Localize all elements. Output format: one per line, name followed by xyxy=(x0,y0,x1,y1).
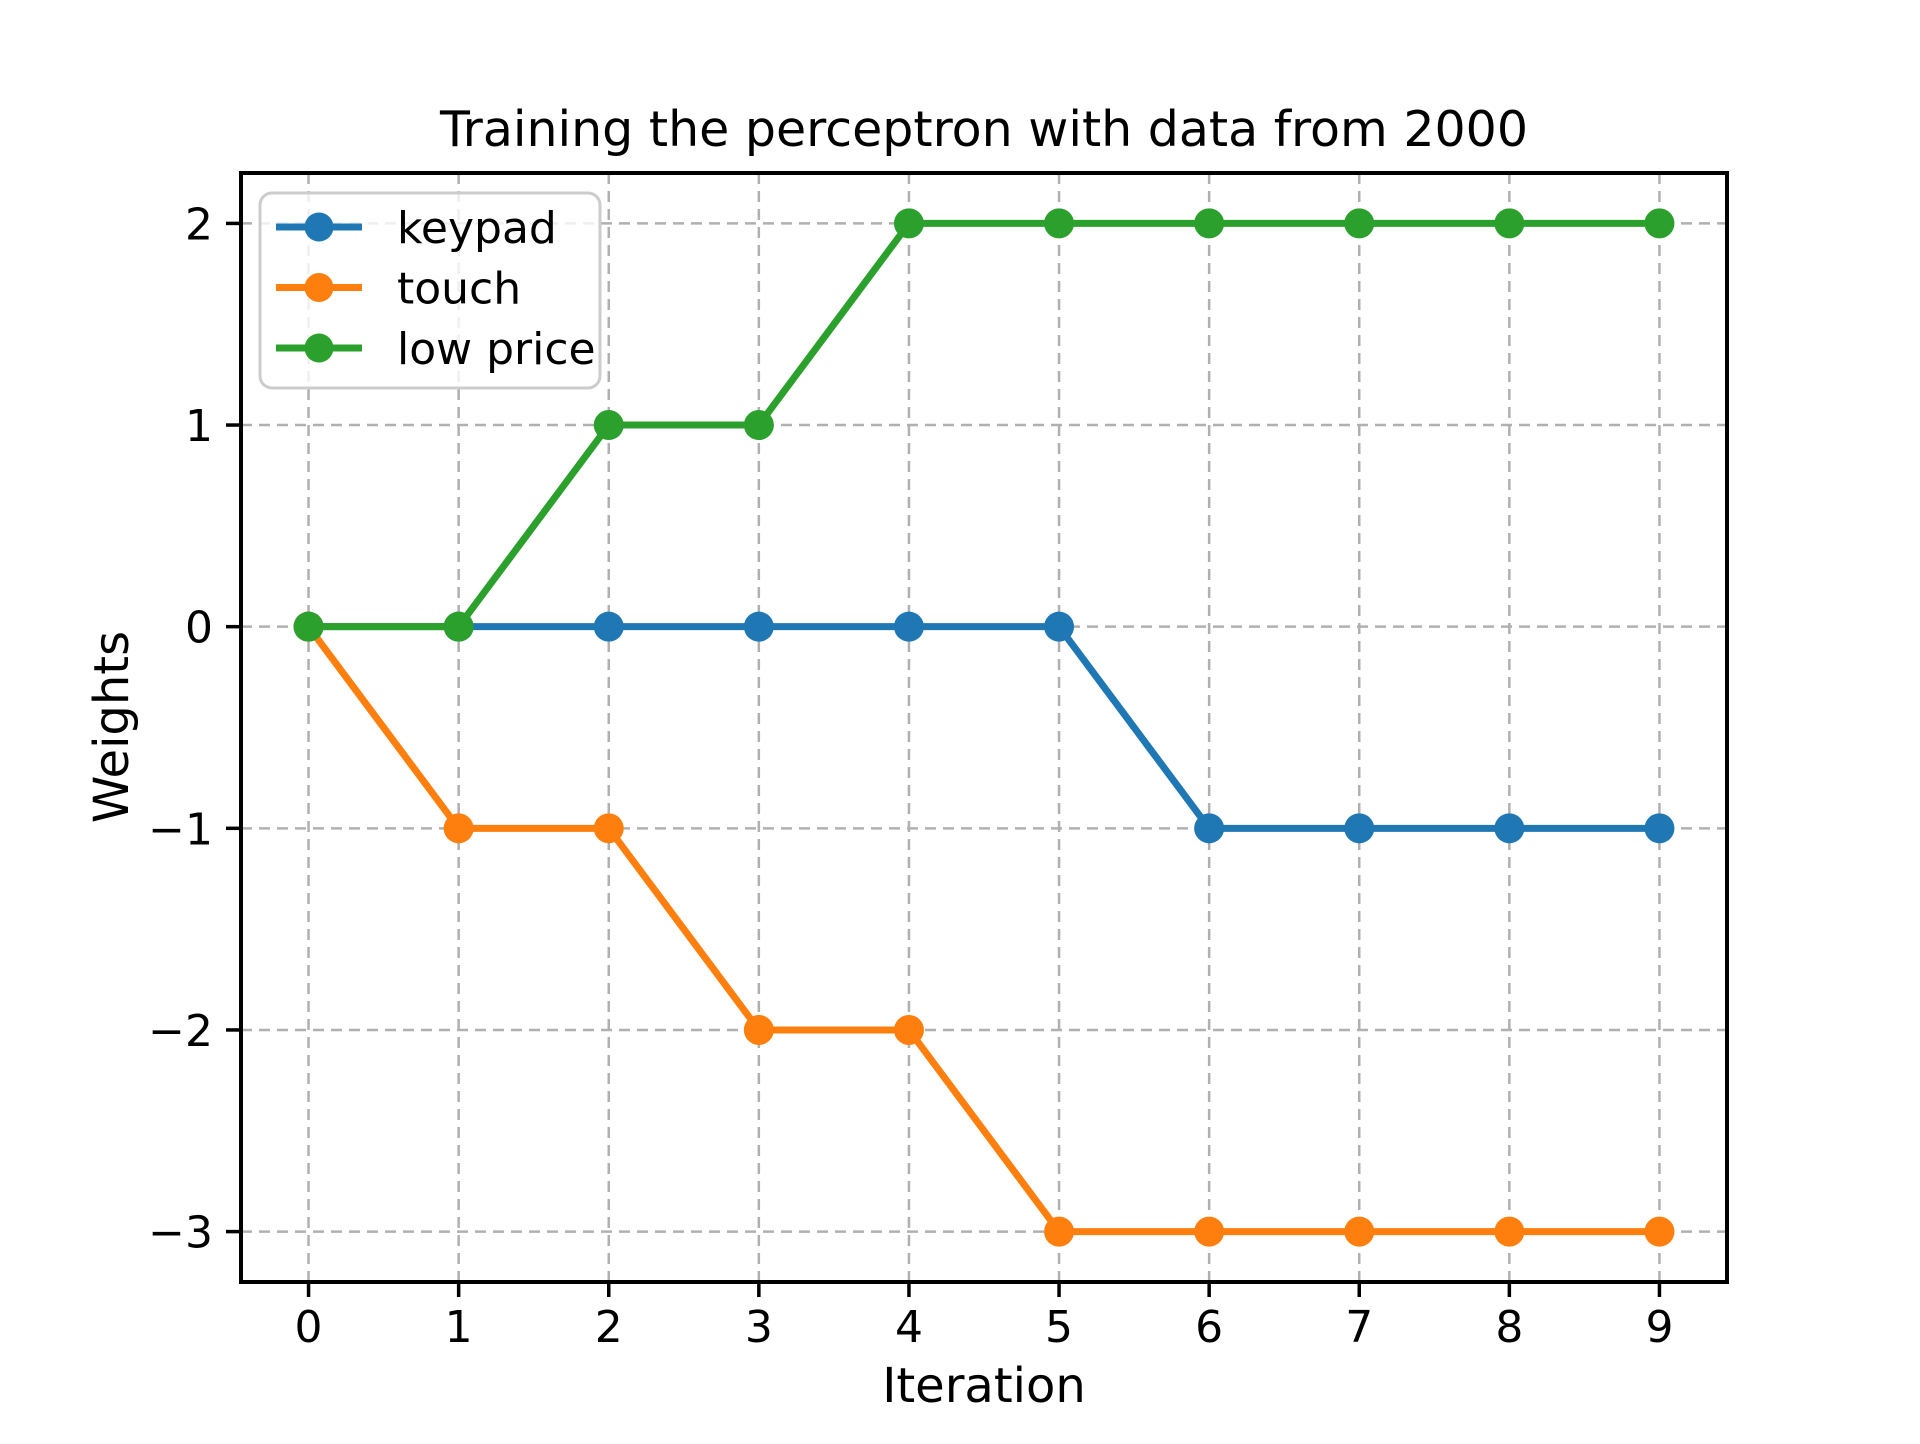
legend: keypad touch low price xyxy=(258,191,602,390)
data-point-keypad-5 xyxy=(1044,611,1075,642)
legend-marker-touch xyxy=(304,273,334,302)
legend-marker-keypad xyxy=(304,212,334,242)
series-line-keypad xyxy=(305,623,1663,832)
data-point-keypad-7 xyxy=(1344,813,1375,844)
plot-border xyxy=(239,171,1729,1284)
y-axis-label: Weights xyxy=(84,631,140,823)
x-tick-label-8: 8 xyxy=(1495,1302,1523,1353)
x-tick-label-4: 4 xyxy=(895,1302,923,1353)
legend-label-touch: touch xyxy=(397,264,521,315)
y-tick-label-5: −3 xyxy=(148,1208,213,1259)
x-tick-label-5: 5 xyxy=(1045,1302,1073,1353)
data-point-touch-1 xyxy=(443,813,474,844)
y-tick-label-0: 2 xyxy=(185,199,213,250)
data-point-low-price-9 xyxy=(1644,208,1675,239)
data-point-low-price-7 xyxy=(1344,208,1375,239)
chart-title: Training the perceptron with data from 2… xyxy=(439,101,1528,158)
y-tick-label-4: −2 xyxy=(148,1006,213,1057)
data-point-keypad-8 xyxy=(1494,813,1525,844)
legend-box xyxy=(258,191,602,390)
data-point-touch-2 xyxy=(593,813,624,844)
y-tick-label-2: 0 xyxy=(185,603,213,654)
data-point-touch-5 xyxy=(1044,1216,1075,1247)
series-line-touch xyxy=(305,623,1663,1236)
legend-label-keypad: keypad xyxy=(397,203,557,254)
data-point-low-price-0 xyxy=(293,611,324,642)
data-point-low-price-8 xyxy=(1494,208,1525,239)
data-series xyxy=(293,208,1675,1247)
legend-item-keypad: keypad xyxy=(276,203,557,254)
y-tick-label-3: −1 xyxy=(148,804,213,855)
data-point-touch-8 xyxy=(1494,1216,1525,1247)
x-tick-label-0: 0 xyxy=(295,1302,323,1353)
legend-rows: keypad touch low price xyxy=(276,203,596,375)
legend-item-low-price: low price xyxy=(276,324,596,375)
x-axis-label: Iteration xyxy=(882,1358,1086,1414)
x-tick-label-6: 6 xyxy=(1195,1302,1223,1353)
data-point-touch-3 xyxy=(743,1014,774,1045)
axis-ticks: 0 1 2 3 4 5 6 7 8 9 2 1 0 −1 −2 −3 xyxy=(148,199,1673,1353)
data-point-low-price-2 xyxy=(593,410,624,441)
legend-label-low-price: low price xyxy=(397,324,596,375)
legend-marker-low-price xyxy=(304,333,334,363)
x-tick-label-3: 3 xyxy=(745,1302,773,1353)
data-point-keypad-3 xyxy=(743,611,774,642)
data-point-keypad-6 xyxy=(1194,813,1225,844)
x-tick-label-7: 7 xyxy=(1345,1302,1373,1353)
data-point-low-price-4 xyxy=(893,208,924,239)
data-point-touch-9 xyxy=(1644,1216,1675,1247)
data-point-touch-7 xyxy=(1344,1216,1375,1247)
data-point-keypad-2 xyxy=(593,611,624,642)
data-point-keypad-9 xyxy=(1644,813,1675,844)
series-line-low-price xyxy=(305,219,1663,631)
x-tick-label-2: 2 xyxy=(595,1302,623,1353)
x-tick-label-1: 1 xyxy=(445,1302,473,1353)
data-point-touch-4 xyxy=(893,1014,924,1045)
data-point-keypad-4 xyxy=(893,611,924,642)
x-tick-label-9: 9 xyxy=(1645,1302,1673,1353)
y-tick-label-1: 1 xyxy=(185,401,213,452)
data-point-low-price-3 xyxy=(743,410,774,441)
data-point-touch-6 xyxy=(1194,1216,1225,1247)
data-point-low-price-1 xyxy=(443,611,474,642)
data-point-low-price-6 xyxy=(1194,208,1225,239)
legend-item-touch: touch xyxy=(276,264,521,315)
data-point-low-price-5 xyxy=(1044,208,1075,239)
